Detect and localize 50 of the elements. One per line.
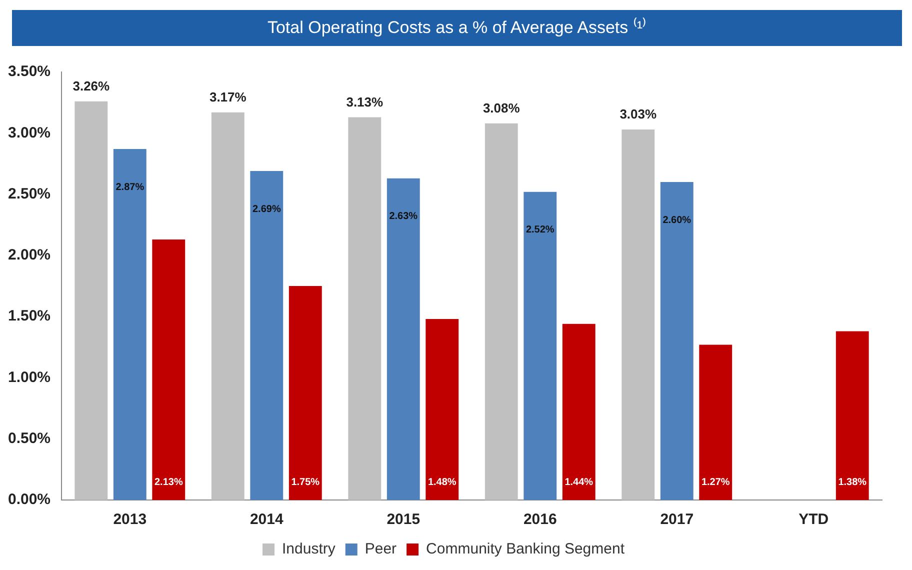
bar	[562, 324, 596, 500]
data-label: 1.38%	[838, 476, 867, 488]
bar	[484, 123, 518, 500]
data-label: 3.26%	[72, 78, 110, 94]
data-label: 2.52%	[526, 224, 554, 236]
data-label: 2.63%	[389, 211, 418, 222]
data-label: 3.13%	[346, 94, 384, 110]
x-tick-label: 2016	[523, 511, 557, 528]
y-tick-label: 1.50%	[8, 308, 51, 325]
bar	[699, 344, 732, 500]
x-tick-label: 2013	[113, 511, 147, 528]
bar	[524, 192, 557, 500]
y-tick-label: 3.50%	[8, 63, 51, 80]
y-tick-label: 0.00%	[8, 491, 51, 508]
x-tick-label: 2015	[386, 511, 420, 528]
bar	[74, 101, 108, 500]
bar	[152, 240, 186, 500]
x-tick-label: YTD	[798, 511, 829, 528]
bar	[250, 171, 284, 500]
legend-label: Peer	[364, 540, 397, 558]
data-label: 3.17%	[209, 89, 247, 104]
bar	[622, 129, 655, 500]
x-tick-label: 2014	[250, 511, 284, 528]
data-label: 1.27%	[701, 476, 730, 488]
bar	[348, 117, 382, 500]
bar	[426, 319, 459, 500]
bar	[211, 112, 244, 500]
bar	[288, 286, 322, 500]
chart-title: Total Operating Costs as a % of Average Assets ⁽¹⁾	[12, 10, 902, 46]
data-label: 1.48%	[428, 476, 456, 488]
data-label: 2.87%	[116, 182, 144, 193]
bar	[836, 331, 869, 500]
bar	[660, 182, 694, 500]
data-label: 1.75%	[291, 476, 320, 488]
legend-label: Industry	[282, 540, 336, 558]
y-tick-label: 0.50%	[8, 430, 51, 447]
y-tick-label: 1.00%	[8, 368, 51, 386]
data-label: 3.08%	[482, 100, 520, 116]
legend-label: Community Banking Segment	[426, 540, 626, 558]
data-label: 2.13%	[154, 476, 183, 488]
x-tick-label: 2017	[660, 511, 694, 528]
y-tick-label: 2.00%	[8, 246, 51, 264]
data-label: 2.60%	[662, 214, 692, 226]
y-tick-label: 3.00%	[8, 124, 51, 142]
bar	[113, 149, 146, 500]
data-label: 2.69%	[252, 204, 281, 215]
y-tick-label: 2.50%	[8, 185, 51, 202]
bar	[386, 178, 420, 500]
data-label: 3.03%	[620, 106, 658, 122]
data-label: 1.44%	[564, 476, 594, 488]
